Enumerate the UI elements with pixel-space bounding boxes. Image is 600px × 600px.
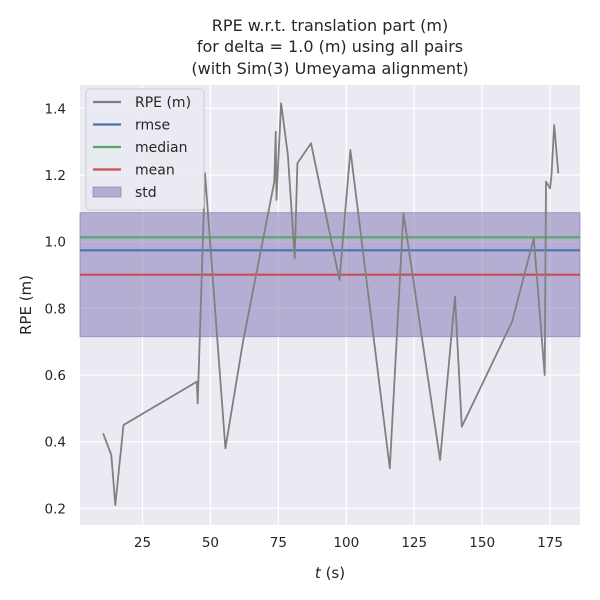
legend-label: rmse (135, 118, 170, 134)
chart-title-line-1: RPE w.r.t. translation part (m) (212, 16, 448, 35)
y-tick-label: 0.2 (45, 501, 66, 517)
x-tick-label: 100 (333, 535, 359, 551)
chart-title-line-2: for delta = 1.0 (m) using all pairs (197, 37, 463, 56)
x-tick-label: 150 (469, 535, 495, 551)
x-tick-labels: 25 50 75 100 125 150 175 (134, 535, 563, 551)
x-tick-label: 125 (401, 535, 427, 551)
y-tick-label: 0.8 (45, 301, 66, 317)
y-tick-label: 0.4 (45, 435, 66, 451)
legend-swatch-std (92, 186, 122, 198)
legend-label: std (135, 185, 157, 201)
chart-title-line-3: (with Sim(3) Umeyama alignment) (191, 59, 468, 78)
y-tick-label: 1.0 (45, 235, 66, 251)
y-tick-label: 1.4 (45, 101, 66, 117)
legend-label: median (135, 140, 187, 156)
x-tick-label: 50 (202, 535, 219, 551)
y-tick-labels: 0.2 0.4 0.6 0.8 1.0 1.2 1.4 (45, 101, 66, 517)
legend: RPE (m) rmse median mean std (85, 88, 205, 211)
y-tick-label: 0.6 (45, 368, 66, 384)
y-tick-label: 1.2 (45, 168, 66, 184)
x-tick-label: 175 (537, 535, 563, 551)
x-tick-label: 25 (134, 535, 151, 551)
x-axis-label: t (s) (315, 564, 345, 582)
x-tick-label: 75 (270, 535, 287, 551)
legend-label: RPE (m) (135, 95, 191, 111)
y-axis-label: RPE (m) (17, 275, 35, 335)
legend-label: mean (135, 163, 175, 179)
rpe-series-line (102, 102, 560, 506)
legend-box (85, 88, 205, 211)
